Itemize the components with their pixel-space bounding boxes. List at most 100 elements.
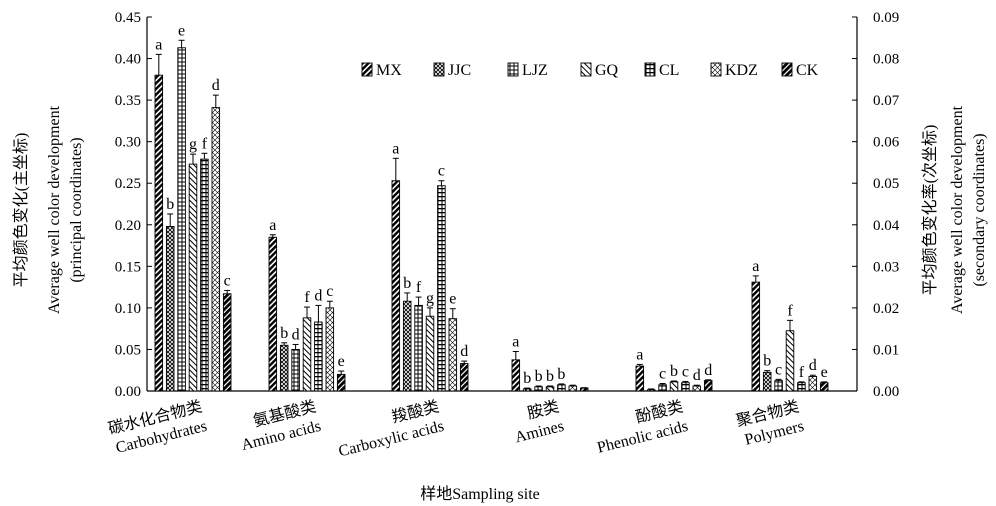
significance-letter: a (512, 334, 519, 351)
legend-swatch (580, 62, 592, 77)
significance-letter: e (821, 364, 828, 381)
bar-mx (511, 359, 521, 392)
y-tick-label-right: 0.05 (873, 176, 899, 192)
legend-item-kdz: KDZ (710, 62, 758, 79)
significance-letter: b (546, 368, 554, 385)
significance-letter: c (438, 163, 445, 180)
legend-label: MX (376, 62, 402, 79)
bar-mx (391, 180, 401, 392)
bar-kdz (808, 376, 818, 392)
significance-letter: c (682, 363, 689, 380)
bar-gq (302, 317, 312, 392)
significance-letter: f (416, 279, 422, 296)
legend-label: LJZ (522, 62, 548, 79)
bar-cl (314, 321, 323, 392)
bar-jjc (402, 300, 412, 392)
significance-letter: b (557, 366, 565, 383)
legend-label: CL (659, 62, 679, 79)
bar-cl (557, 384, 566, 392)
significance-letter: b (403, 275, 411, 292)
bar-ljz (774, 380, 783, 392)
bar-ljz (177, 47, 186, 392)
bar-ljz (414, 304, 423, 392)
y-axis-title-left-line: 平均颜色变化(主坐标) (12, 133, 30, 288)
y-tick-label-right: 0.06 (873, 135, 900, 151)
bars (154, 39, 829, 392)
bar-gq (188, 163, 198, 392)
bar-gq (785, 330, 795, 392)
y-tick-label-right: 0.01 (873, 342, 899, 358)
significance-letter: b (523, 370, 531, 387)
significance-letter: a (155, 36, 162, 53)
bar-jjc (165, 225, 175, 392)
bar-jjc (762, 371, 772, 392)
bar-kdz (211, 107, 221, 392)
bar-ck (703, 380, 713, 392)
bar-ljz (291, 348, 300, 392)
x-category-label-en: Carboxylic acids (337, 418, 446, 461)
significance-letter: c (224, 272, 231, 289)
significance-letter: b (166, 196, 174, 213)
significance-letter: b (670, 363, 678, 380)
bar-gq (425, 315, 435, 392)
legend-label: CK (796, 62, 819, 79)
y-tick-label-left: 0.15 (115, 259, 141, 275)
bar-gq (545, 386, 555, 392)
significance-letter: d (809, 357, 817, 374)
legend-label: GQ (595, 62, 619, 79)
bar-kdz (692, 385, 702, 392)
y-tick-label-left: 0.20 (115, 218, 141, 234)
significance-letter: b (535, 368, 543, 385)
bar-kdz (568, 385, 578, 392)
significance-letter: e (449, 291, 456, 308)
bar-ck (459, 363, 469, 392)
y-tick-label-right: 0.09 (873, 10, 899, 26)
y-tick-label-left: 0.10 (115, 301, 141, 317)
bar-cl (200, 158, 209, 392)
bar-cl (437, 185, 446, 392)
significance-letter: c (659, 366, 666, 383)
axes (146, 16, 858, 392)
bar-gq (669, 381, 679, 392)
significance-letter: f (787, 302, 793, 319)
significance-letter: b (763, 353, 771, 370)
y-tick-label-right: 0.00 (873, 384, 899, 400)
legend-swatch (433, 62, 445, 77)
bar-mx (268, 236, 278, 392)
y-tick-label-left: 0.45 (115, 10, 141, 26)
significance-letter: g (189, 136, 197, 153)
y-tick-label-left: 0.05 (115, 342, 141, 358)
y-axis-title-right-line: Average well color development (949, 105, 966, 314)
bar-ck (819, 382, 829, 392)
bar-jjc (522, 388, 532, 392)
y-tick-label-right: 0.02 (873, 301, 899, 317)
y-tick-label-left: 0.40 (115, 52, 141, 68)
legend-item-gq: GQ (580, 62, 619, 79)
significance-letter: a (636, 346, 643, 363)
bar-mx (751, 281, 761, 392)
y-tick-label-right: 0.07 (873, 93, 900, 109)
bar-jjc (279, 344, 289, 392)
y-axis-title-left: 平均颜色变化(主坐标) Average well color developmen… (12, 105, 85, 314)
y-tick-label-left: 0.25 (115, 176, 141, 192)
significance-letter: a (752, 258, 759, 275)
legend-swatch (781, 62, 793, 77)
y-axis-title-right-line: 平均颜色变化率(次坐标) (921, 125, 939, 296)
y-axis-title-right: 平均颜色变化率(次坐标) Average well color developme… (921, 105, 988, 314)
significance-letter: a (392, 140, 399, 157)
significance-letter: f (304, 289, 310, 306)
bar-ljz (658, 384, 667, 392)
y-tick-label-right: 0.03 (873, 259, 899, 275)
y-tick-label-left: 0.35 (115, 93, 141, 109)
significance-letter: d (314, 287, 322, 304)
significance-letter: c (326, 283, 333, 300)
significance-letter: e (178, 22, 185, 39)
significance-letter: d (704, 362, 712, 379)
y-axis-title-left-line: (principal coordinates) (68, 137, 85, 282)
bar-ck (222, 293, 232, 392)
significance-letter: d (292, 326, 300, 343)
